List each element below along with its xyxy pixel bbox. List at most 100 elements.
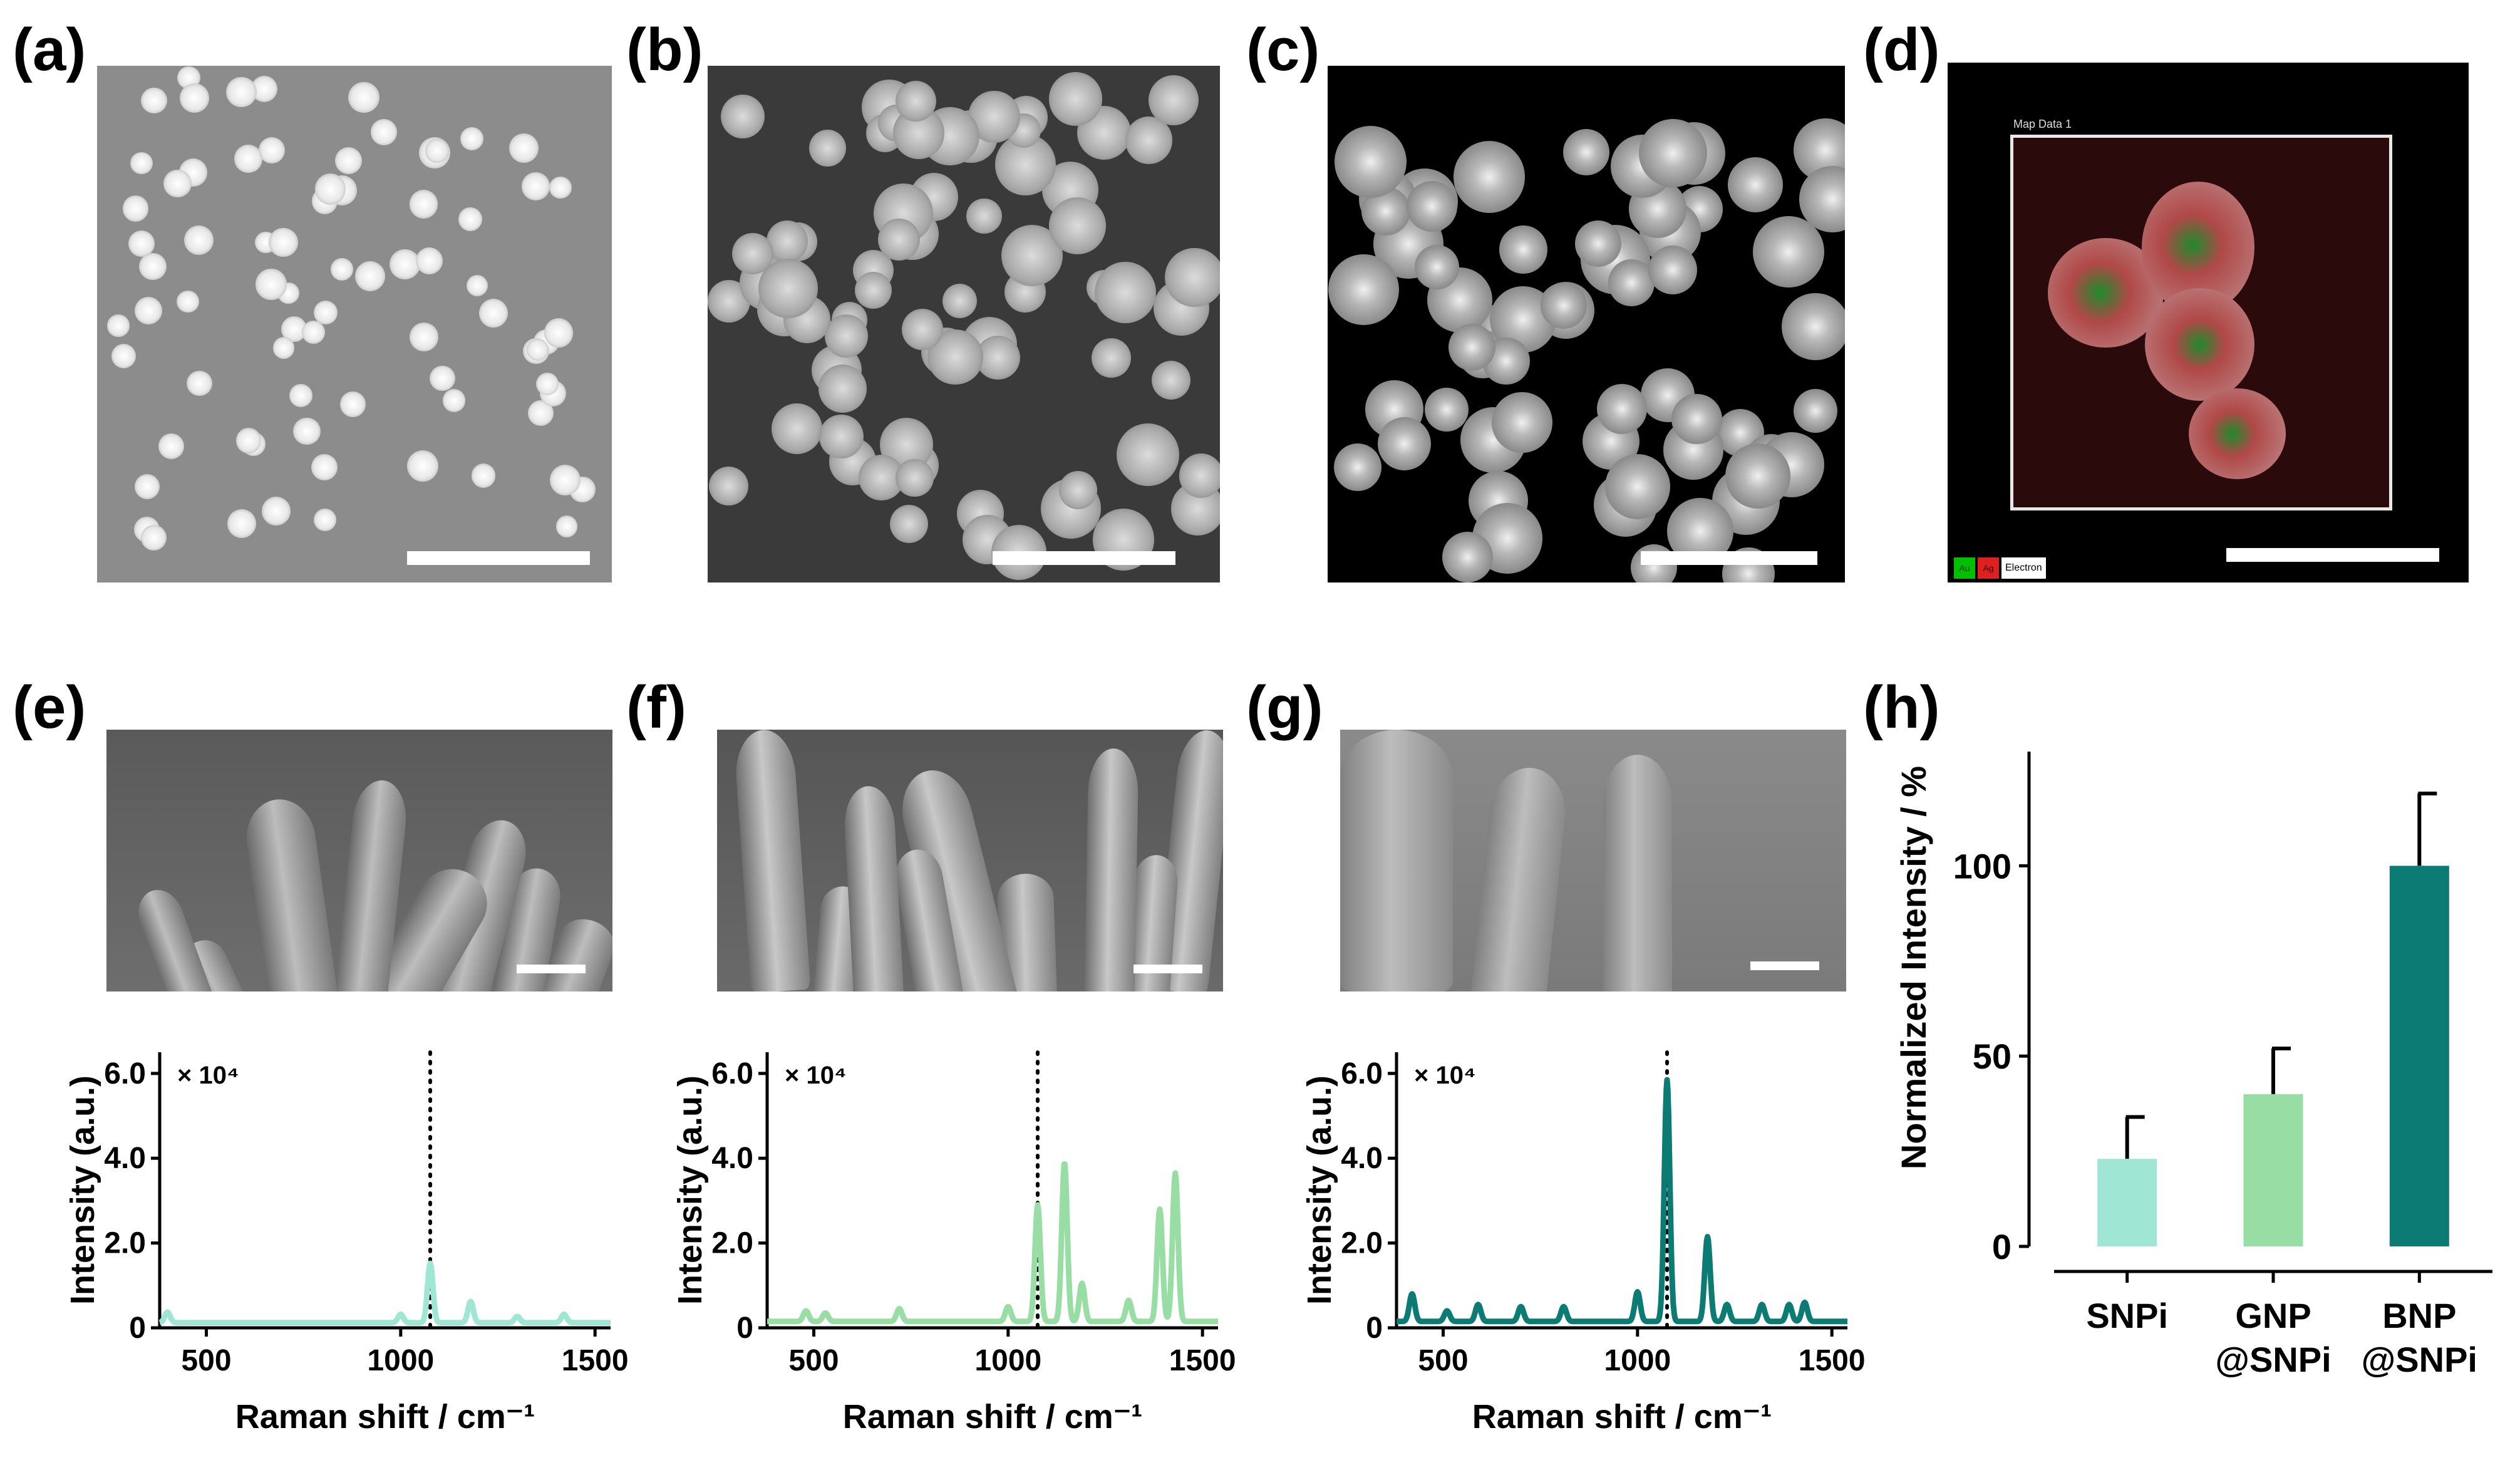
x-tick-label: 1500 — [1799, 1344, 1866, 1377]
nanoparticle — [340, 391, 366, 417]
bar-chart-h: 0 50 100 Normalized Intensity / % SNPi GNP @SN… — [1894, 752, 2492, 1379]
y-tick-label: 6.0 — [1341, 1057, 1383, 1090]
nanoparticle — [139, 252, 167, 281]
nanoparticle — [771, 403, 822, 455]
panel-label-d: (d) — [1863, 16, 1940, 83]
nanoparticle — [942, 284, 978, 319]
raman-spectrum-e: 0 2.0 4.0 6.0 500 1000 1500 Raman shift / cm⁻¹ I… — [64, 1050, 629, 1436]
nanoparticle — [1604, 453, 1671, 519]
sem-image-f — [717, 730, 1223, 991]
multiplier-label: × 10⁴ — [1414, 1062, 1476, 1089]
nanoparticle — [1058, 470, 1097, 509]
category-label: BNP — [2382, 1296, 2456, 1335]
nanoparticle — [896, 81, 937, 122]
category-label: @SNPi — [2215, 1340, 2331, 1379]
nanoparticle — [163, 169, 192, 198]
nanoparticle — [1448, 323, 1496, 371]
y-axis-label: Intensity (a.u.) — [64, 1075, 101, 1305]
nanoparticle — [544, 318, 574, 348]
nanoparticle — [1377, 417, 1431, 471]
category-label: SNPi — [2086, 1296, 2168, 1335]
nanoparticle — [227, 509, 256, 538]
scale-bar-d — [2226, 548, 2439, 562]
legend-electron-swatch: Electron — [2001, 557, 2046, 579]
nanoparticle — [425, 138, 449, 163]
nanoparticle — [409, 190, 438, 219]
panel-label-a: (a) — [13, 16, 86, 83]
nanoparticle — [1639, 119, 1708, 188]
eds-particle — [2189, 388, 2286, 479]
nanoparticle — [1563, 128, 1610, 175]
x-axis-label: Raman shift / cm⁻¹ — [235, 1398, 535, 1436]
nanoparticle — [721, 95, 765, 138]
nanoparticle — [313, 300, 338, 324]
nanoparticle — [107, 314, 130, 337]
y-axis-label: Intensity (a.u.) — [1301, 1075, 1338, 1305]
nanoparticle — [354, 261, 386, 292]
nanoparticle — [1091, 338, 1131, 378]
nanoparticle — [901, 308, 943, 350]
nanoparticle — [824, 314, 868, 358]
eds-map-d: Map Data 1 Au Ag Electron — [1948, 63, 2469, 582]
legend-ag-swatch: Ag — [1978, 557, 1999, 579]
y-axis-label: Intensity (a.u.) — [671, 1075, 709, 1305]
nanoparticle — [335, 147, 362, 175]
eds-map-frame — [2010, 135, 2392, 510]
y-tick-label: 0 — [1992, 1227, 2011, 1266]
nanoparticle — [407, 450, 439, 482]
nanoparticle — [1125, 116, 1173, 165]
category-label: @SNPi — [2362, 1340, 2477, 1379]
y-tick-label: 2.0 — [104, 1227, 146, 1260]
nanopillar — [733, 730, 811, 991]
nanoparticle — [1728, 157, 1783, 212]
nanoparticle — [235, 428, 262, 453]
multiplier-label: × 10⁴ — [177, 1062, 239, 1089]
nanoparticle — [256, 269, 287, 300]
nanoparticle — [1574, 220, 1621, 267]
x-axis-label: Raman shift / cm⁻¹ — [843, 1398, 1143, 1436]
scale-bar-c — [1641, 551, 1817, 565]
y-tick-label: 2.0 — [711, 1227, 753, 1260]
nanoparticle — [140, 525, 167, 551]
legend-au-swatch: Au — [1954, 557, 1975, 579]
y-tick-label: 4.0 — [1341, 1142, 1383, 1175]
nanoparticle — [966, 199, 1002, 234]
eds-particle — [2145, 288, 2254, 401]
nanoparticle — [1148, 75, 1199, 126]
nanoparticle — [1334, 126, 1407, 199]
nanopillar — [1467, 764, 1570, 991]
x-tick-label: 500 — [788, 1344, 839, 1377]
nanopillar — [1603, 755, 1672, 991]
sem-image-a — [97, 66, 612, 582]
nanopillar — [1084, 748, 1139, 991]
x-tick-label: 1000 — [1604, 1344, 1671, 1377]
scale-bar-a — [407, 551, 590, 565]
nanoparticle — [555, 515, 578, 537]
panel-label-f: (f) — [626, 674, 686, 741]
panel-label-b: (b) — [626, 16, 703, 83]
x-tick-label: 1500 — [1169, 1344, 1236, 1377]
nanoparticle — [269, 228, 298, 257]
nanoparticle — [1648, 246, 1698, 294]
nanoparticle — [1454, 141, 1526, 213]
y-axis-label: Normalized Intensity / % — [1894, 766, 1933, 1169]
nanoparticle — [809, 129, 846, 167]
y-tick-label: 6.0 — [104, 1057, 146, 1090]
nanoparticle — [258, 137, 286, 164]
nanoparticle — [314, 173, 346, 205]
y-tick-label: 0 — [736, 1312, 753, 1345]
bar — [2389, 866, 2449, 1246]
bar — [2243, 1094, 2303, 1246]
nanoparticle — [141, 88, 167, 114]
nanoparticle — [896, 458, 934, 497]
nanoparticle — [371, 119, 398, 146]
y-tick-label: 0 — [1366, 1312, 1383, 1345]
nanoparticle — [1781, 292, 1845, 361]
nanoparticle — [1753, 216, 1824, 287]
nanoparticle — [293, 417, 321, 445]
nanoparticle — [479, 298, 509, 328]
nanoparticle — [976, 336, 1020, 380]
nanoparticle — [1793, 388, 1837, 433]
nanoparticle — [1333, 443, 1381, 491]
nanoparticle — [1608, 259, 1655, 306]
